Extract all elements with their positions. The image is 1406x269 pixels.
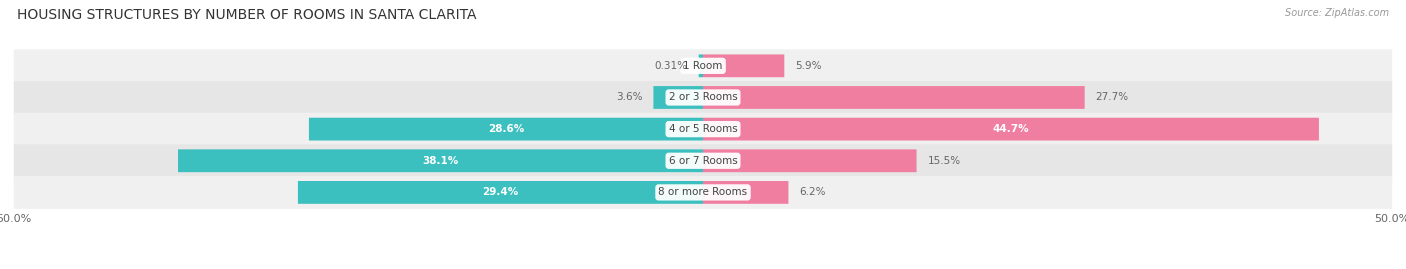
Text: 2 or 3 Rooms: 2 or 3 Rooms xyxy=(669,93,737,102)
Text: 38.1%: 38.1% xyxy=(422,156,458,166)
Text: 4 or 5 Rooms: 4 or 5 Rooms xyxy=(669,124,737,134)
FancyBboxPatch shape xyxy=(654,86,703,109)
FancyBboxPatch shape xyxy=(14,49,1392,82)
FancyBboxPatch shape xyxy=(703,181,789,204)
Text: 1 Room: 1 Room xyxy=(683,61,723,71)
Text: 6 or 7 Rooms: 6 or 7 Rooms xyxy=(669,156,737,166)
Text: 8 or more Rooms: 8 or more Rooms xyxy=(658,187,748,197)
Text: 27.7%: 27.7% xyxy=(1095,93,1129,102)
FancyBboxPatch shape xyxy=(703,149,917,172)
Text: 5.9%: 5.9% xyxy=(796,61,823,71)
Text: Source: ZipAtlas.com: Source: ZipAtlas.com xyxy=(1285,8,1389,18)
Text: 3.6%: 3.6% xyxy=(616,93,643,102)
Text: 29.4%: 29.4% xyxy=(482,187,519,197)
Text: 44.7%: 44.7% xyxy=(993,124,1029,134)
FancyBboxPatch shape xyxy=(703,54,785,77)
FancyBboxPatch shape xyxy=(14,144,1392,177)
Text: HOUSING STRUCTURES BY NUMBER OF ROOMS IN SANTA CLARITA: HOUSING STRUCTURES BY NUMBER OF ROOMS IN… xyxy=(17,8,477,22)
FancyBboxPatch shape xyxy=(14,113,1392,146)
Text: 6.2%: 6.2% xyxy=(800,187,825,197)
Text: 28.6%: 28.6% xyxy=(488,124,524,134)
Text: 15.5%: 15.5% xyxy=(928,156,960,166)
FancyBboxPatch shape xyxy=(703,86,1084,109)
FancyBboxPatch shape xyxy=(309,118,703,140)
Text: 0.31%: 0.31% xyxy=(655,61,688,71)
FancyBboxPatch shape xyxy=(14,81,1392,114)
FancyBboxPatch shape xyxy=(179,149,703,172)
FancyBboxPatch shape xyxy=(703,118,1319,140)
FancyBboxPatch shape xyxy=(14,176,1392,209)
FancyBboxPatch shape xyxy=(699,54,703,77)
FancyBboxPatch shape xyxy=(298,181,703,204)
